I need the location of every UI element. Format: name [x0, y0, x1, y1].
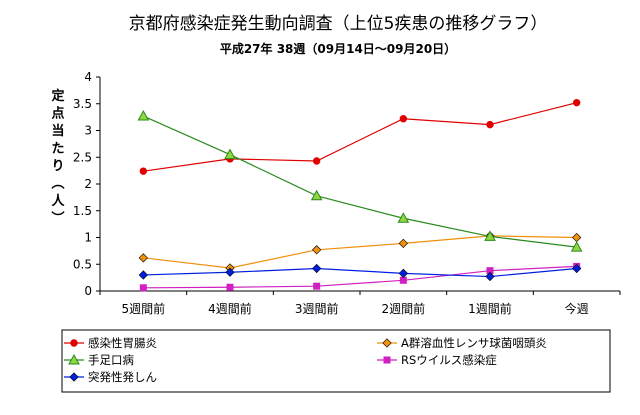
series-line	[143, 115, 577, 248]
y-tick-label: 3.5	[73, 97, 92, 111]
chart-subtitle: 平成27年 38週（09月14日～09月20日）	[220, 41, 456, 56]
legend-label: 感染性胃腸炎	[88, 336, 157, 350]
legend-label: 突発性発しん	[88, 370, 157, 384]
y-tick-label: 1	[84, 231, 92, 245]
legend-marker	[383, 356, 391, 364]
data-point	[138, 253, 148, 263]
plot-area: 0 0.5 1 1.5 2 2.5 3 3.5 4 5週間前 4週間前 3週間前 2週間前 1週間前 今週	[73, 70, 621, 316]
legend-marker	[69, 372, 79, 382]
legend-label: 手足口病	[88, 353, 134, 367]
y-tick-label: 0.5	[73, 257, 92, 271]
data-point	[572, 232, 582, 243]
x-tick-label: 3週間前	[295, 301, 339, 316]
legend-item: 感染性胃腸炎	[64, 336, 157, 350]
data-point	[399, 276, 407, 284]
data-point	[572, 98, 581, 107]
y-tick-label: 2.5	[73, 150, 92, 164]
data-point	[398, 268, 408, 278]
data-point	[398, 238, 408, 249]
series-line	[143, 265, 577, 289]
data-point	[486, 120, 494, 129]
legend-item: A群溶血性レンサ球菌咽頭炎	[377, 336, 547, 350]
data-point	[570, 241, 583, 252]
x-tick-label: 2週間前	[382, 301, 426, 316]
data-point	[313, 282, 321, 290]
data-point	[224, 148, 236, 160]
legend-item: 突発性発しん	[64, 370, 157, 384]
data-point	[225, 267, 235, 277]
data-point	[312, 245, 322, 255]
data-point	[572, 263, 582, 274]
data-point	[310, 189, 323, 201]
data-point	[312, 157, 321, 165]
data-point	[484, 230, 496, 241]
data-point	[399, 115, 408, 123]
data-point	[226, 283, 234, 291]
data-point	[137, 110, 150, 121]
x-tick-label: 4週間前	[208, 301, 252, 316]
chart-title: 京都府感染症発生動向調査（上位5疾患の推移グラフ）	[129, 14, 548, 34]
y-tick-label: 3	[84, 124, 92, 138]
legend-item: 手足口病	[64, 353, 134, 367]
series-line	[143, 235, 577, 269]
y-tick-label: 4	[84, 70, 92, 84]
x-tick-label: 5週間前	[122, 301, 166, 316]
legend-label: RSウイルス感染症	[401, 353, 497, 367]
y-axis-title: 定点当たり︵人︶	[50, 88, 65, 227]
data-point	[485, 271, 495, 282]
series-4	[139, 262, 581, 292]
legend-box	[61, 329, 611, 393]
series-1	[139, 98, 581, 175]
y-axis-label: 定点当たり︵人︶	[50, 88, 65, 227]
data-point	[312, 263, 322, 274]
series-line	[143, 102, 577, 172]
series-line	[143, 267, 577, 278]
legend-marker	[68, 353, 80, 365]
legend-item: RSウイルス感染症	[377, 353, 497, 367]
series-2	[138, 231, 582, 273]
legend-marker	[70, 339, 78, 347]
series-3	[137, 110, 583, 252]
y-tick-label: 0	[84, 284, 92, 298]
series-5	[138, 263, 582, 282]
data-point	[139, 167, 148, 175]
y-tick-label: 2	[84, 177, 92, 191]
data-point	[397, 212, 410, 223]
legend-label: A群溶血性レンサ球菌咽頭炎	[401, 336, 547, 350]
x-tick-label: 今週	[565, 301, 589, 316]
y-tick-label: 1.5	[73, 204, 92, 218]
data-point	[139, 284, 147, 292]
legend-marker	[382, 338, 392, 348]
data-point	[138, 270, 148, 280]
x-tick-label: 1週間前	[468, 301, 512, 316]
